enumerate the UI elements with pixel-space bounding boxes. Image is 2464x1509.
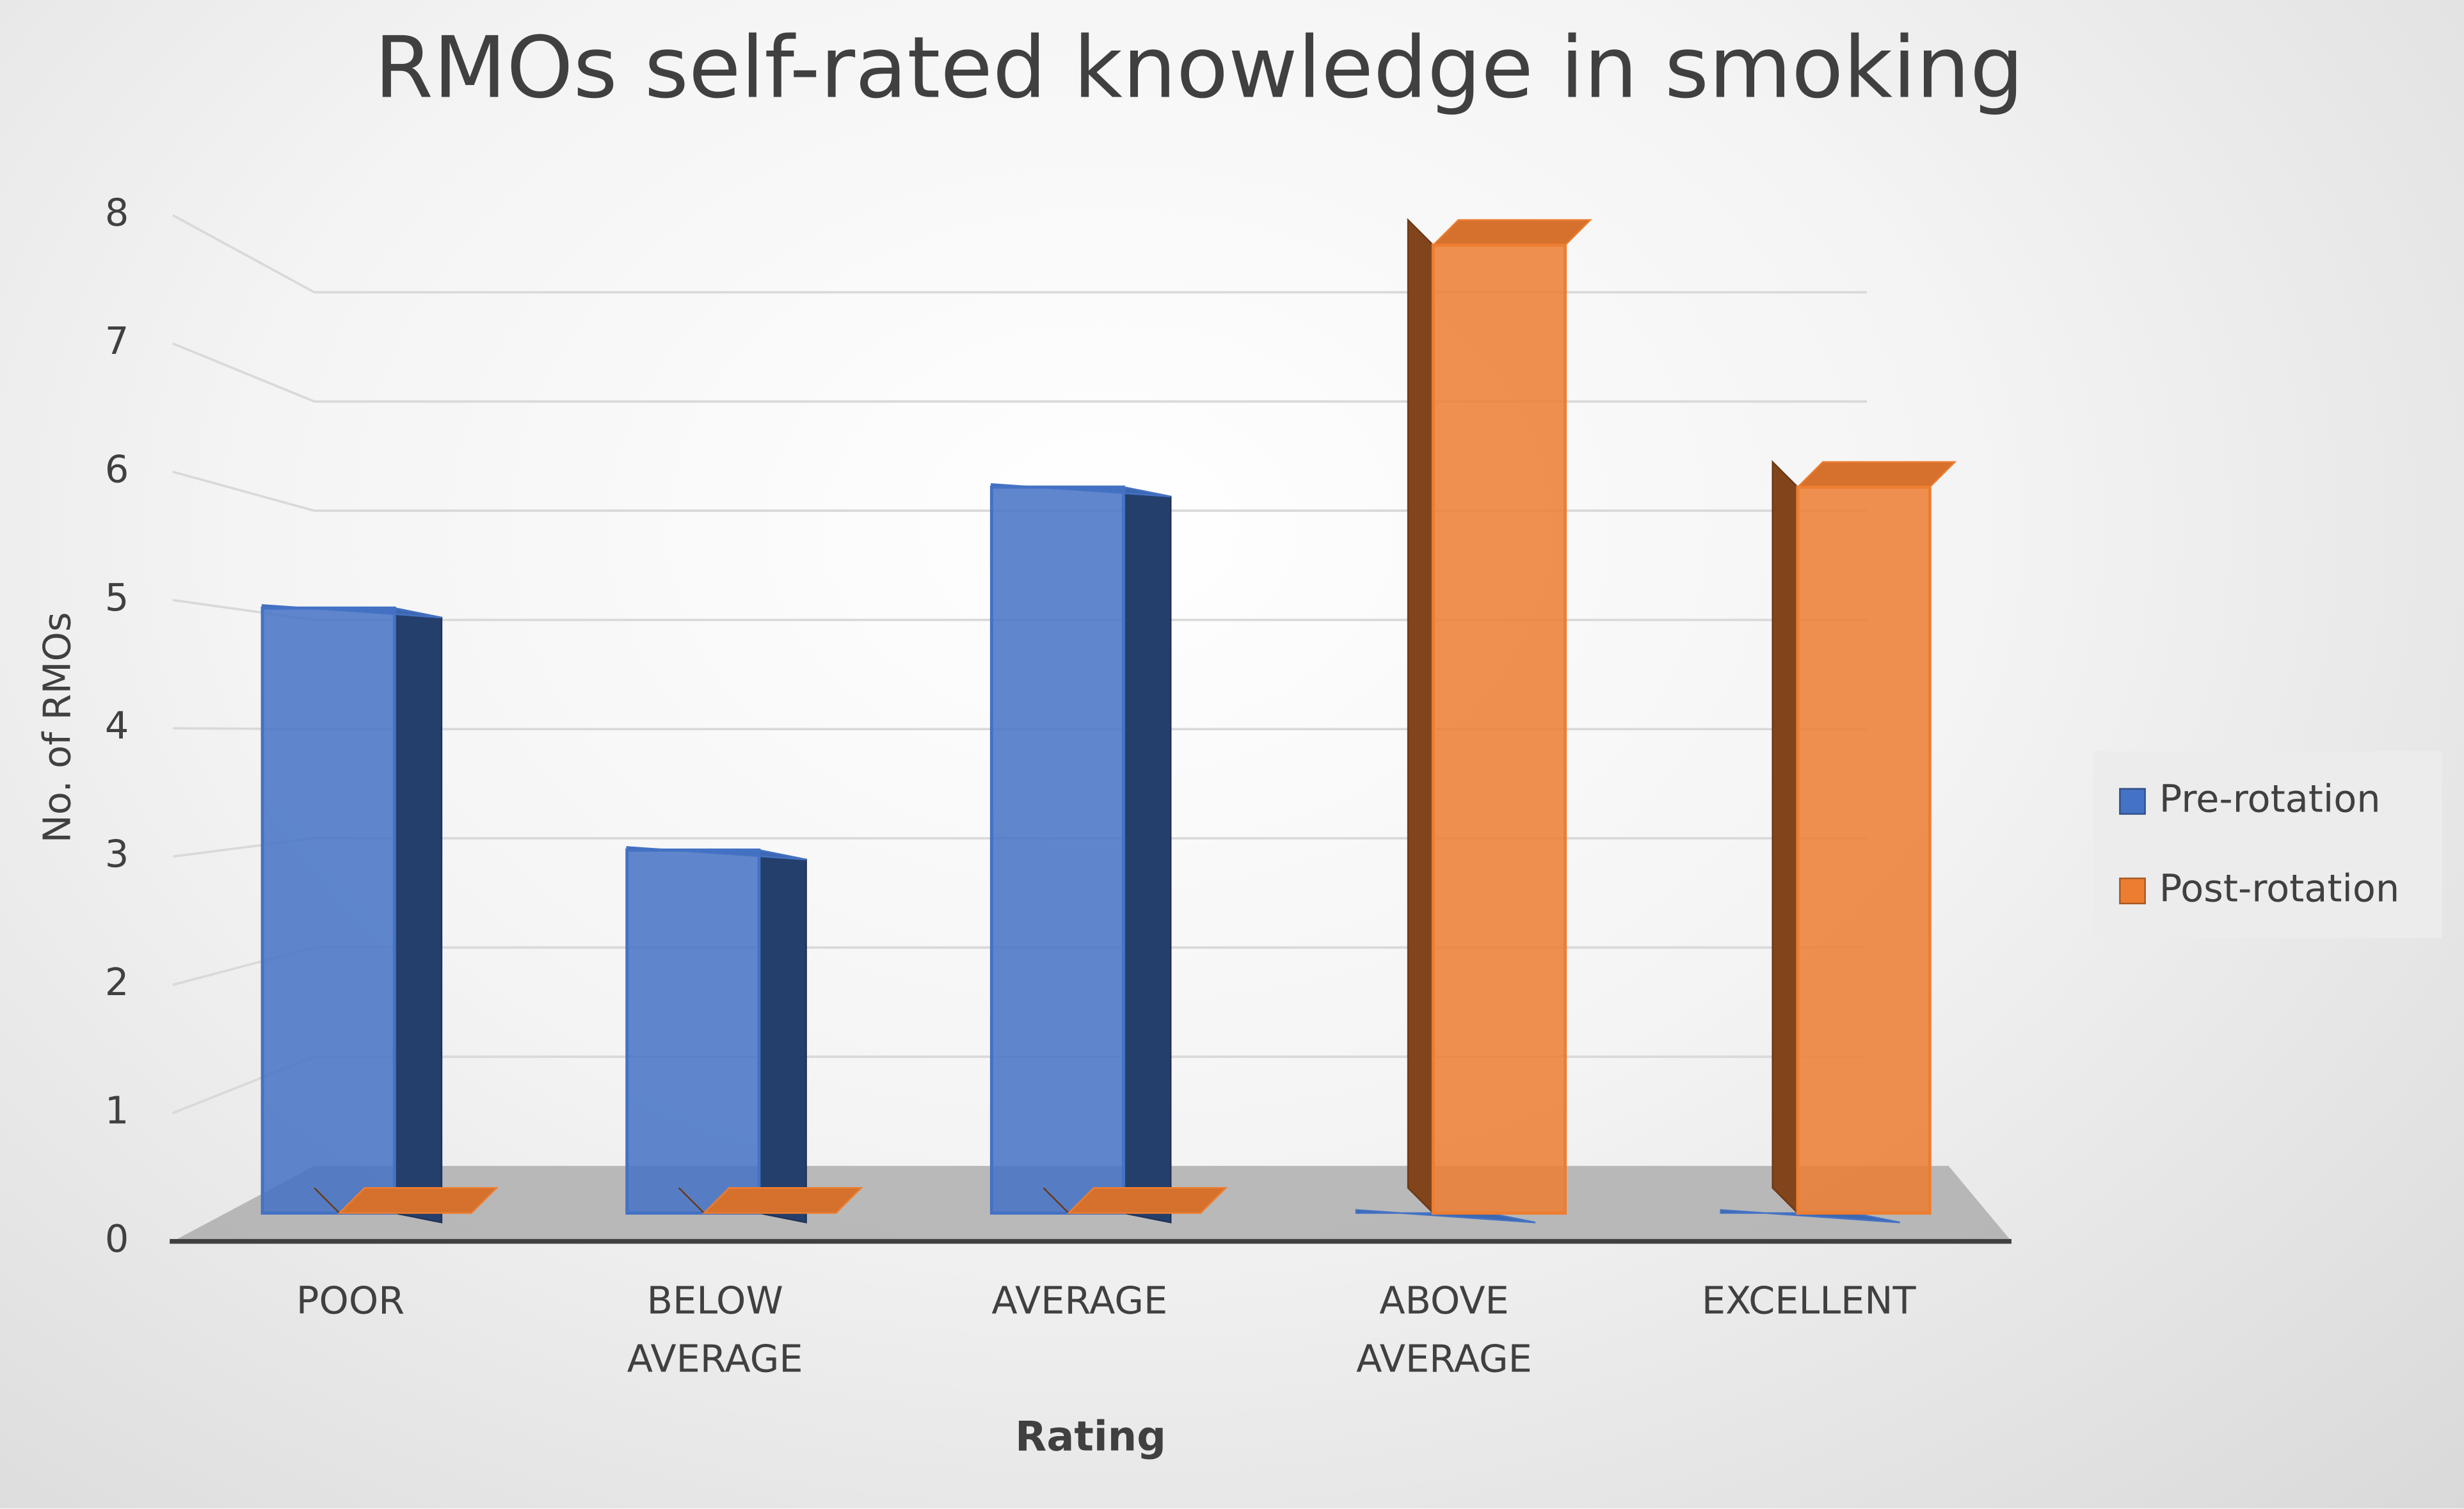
y-tick-label: 6 — [105, 447, 129, 491]
y-tick-label: 4 — [105, 703, 129, 747]
legend-swatch — [2119, 788, 2146, 815]
x-tick-label: AVERAGE — [991, 1279, 1168, 1323]
bar — [260, 606, 396, 1215]
bar-group — [260, 604, 443, 1224]
x-tick-label: POOR — [296, 1279, 405, 1323]
bar-group — [1043, 1187, 1228, 1214]
y-tick-label: 3 — [105, 832, 129, 876]
grid-line — [172, 342, 1868, 403]
bar-side — [394, 607, 443, 1224]
bar-side — [1772, 459, 1799, 1215]
y-tick-label: 1 — [105, 1088, 129, 1132]
x-axis-label: Rating — [1015, 1414, 1166, 1461]
bar-side — [1043, 1187, 1069, 1214]
legend-swatch — [2119, 877, 2146, 905]
bar-side — [1407, 218, 1434, 1215]
grid-line — [172, 470, 1868, 512]
y-tick-label: 7 — [105, 319, 129, 363]
bar — [1431, 243, 1567, 1215]
bar-group — [1772, 459, 1957, 1215]
bar-group — [314, 1187, 499, 1214]
bar-top — [1431, 219, 1592, 246]
bar-side — [758, 849, 807, 1224]
y-tick-label: 8 — [105, 190, 129, 234]
x-tick-label: ABOVE AVERAGE — [1356, 1279, 1532, 1382]
bar — [625, 848, 761, 1215]
y-tick-label: 5 — [105, 575, 129, 619]
bar-top — [1796, 461, 1957, 488]
bar-top — [1066, 1187, 1228, 1214]
bar-group — [989, 483, 1172, 1224]
x-tick-label: BELOW AVERAGE — [627, 1279, 803, 1382]
bar — [1796, 485, 1932, 1215]
y-axis-label: No. of RMOs — [35, 612, 79, 843]
legend-label: Pre-rotation — [2159, 776, 2381, 820]
bar-top — [702, 1187, 863, 1214]
legend-box — [2093, 751, 2442, 938]
bar-group — [1407, 218, 1592, 1215]
legend-label: Post-rotation — [2159, 866, 2400, 910]
bar-group — [678, 1187, 863, 1214]
bar — [989, 485, 1126, 1215]
bar-top — [337, 1187, 499, 1214]
bar-side — [678, 1187, 705, 1214]
bar-side — [314, 1187, 340, 1214]
chart-title: RMOs self-rated knowledge in smoking — [374, 19, 2024, 118]
y-tick-label: 2 — [105, 960, 129, 1004]
x-tick-label: EXCELLENT — [1701, 1279, 1916, 1323]
y-tick-label: 0 — [105, 1217, 129, 1261]
bar-side — [1123, 486, 1172, 1224]
bar-group — [625, 846, 807, 1224]
grid-line — [172, 214, 1868, 294]
